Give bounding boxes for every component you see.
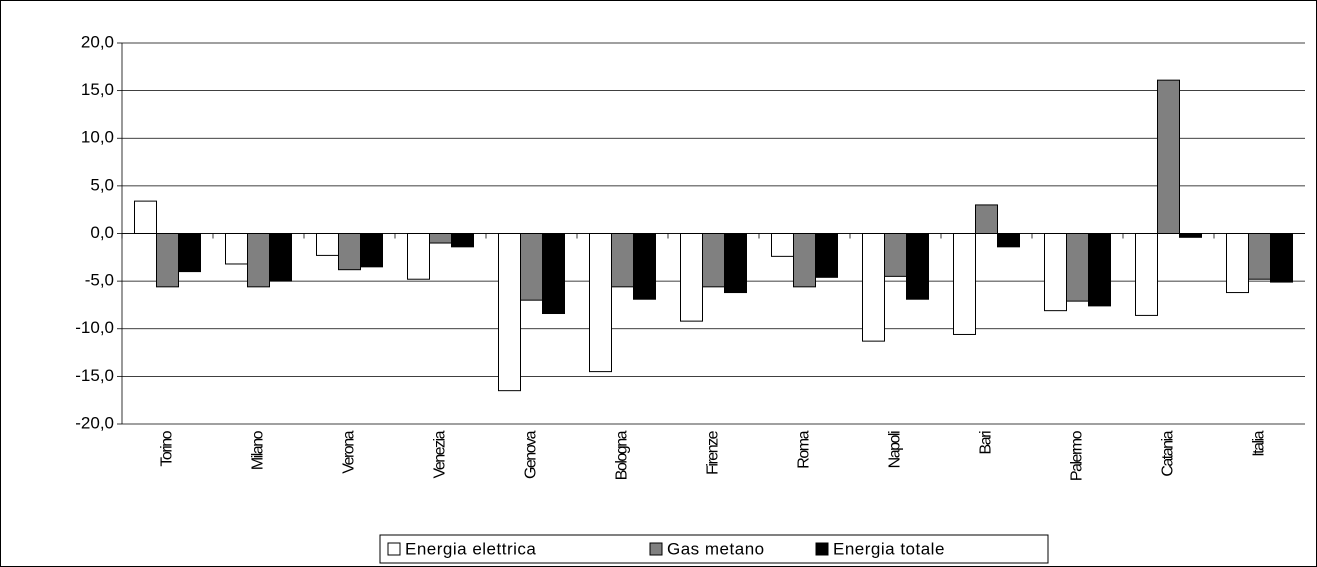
legend-swatch bbox=[649, 542, 663, 556]
bar bbox=[407, 233, 430, 280]
x-tick-label: Roma bbox=[796, 430, 813, 468]
bar bbox=[269, 233, 292, 282]
x-tick-label: Bari bbox=[978, 431, 995, 454]
x-tick-label: Firenze bbox=[705, 430, 722, 474]
bar bbox=[225, 233, 248, 265]
legend-label: Energia elettrica bbox=[405, 539, 536, 558]
bar bbox=[589, 233, 612, 373]
bar bbox=[611, 233, 634, 288]
x-tick-label: Italia bbox=[1251, 430, 1268, 456]
bar bbox=[360, 233, 383, 268]
x-tick-label: Milano bbox=[250, 430, 267, 470]
x-tick-label: Napoli bbox=[887, 431, 904, 468]
bar bbox=[793, 233, 816, 288]
bar bbox=[1157, 79, 1180, 234]
bar bbox=[1226, 233, 1249, 294]
x-tick-label: Catania bbox=[1160, 430, 1177, 476]
x-tick-label: Bologna bbox=[614, 430, 631, 480]
bar bbox=[1270, 233, 1293, 283]
x-tick-label: Verona bbox=[341, 430, 358, 473]
bar bbox=[1044, 233, 1067, 312]
bar bbox=[156, 233, 179, 288]
bar bbox=[1179, 233, 1202, 238]
bar bbox=[1088, 233, 1111, 307]
y-tick-label: -10,0 bbox=[75, 318, 114, 337]
y-tick-label: 0,0 bbox=[90, 223, 114, 242]
bar bbox=[633, 233, 656, 300]
legend-swatch bbox=[815, 542, 829, 556]
y-tick-label: 15,0 bbox=[81, 80, 114, 99]
legend-label: Energia totale bbox=[833, 539, 945, 558]
bar bbox=[1135, 233, 1158, 316]
legend-swatch bbox=[387, 542, 401, 556]
bar bbox=[680, 233, 703, 322]
bar bbox=[520, 233, 543, 301]
bar bbox=[975, 204, 998, 235]
y-tick-label: -15,0 bbox=[75, 366, 114, 385]
y-tick-label: -20,0 bbox=[75, 413, 114, 432]
bar bbox=[997, 233, 1020, 248]
y-tick-label: 10,0 bbox=[81, 128, 114, 147]
x-tick-label: Palermo bbox=[1069, 430, 1086, 481]
y-tick-label: 20,0 bbox=[81, 32, 114, 51]
bar bbox=[884, 233, 907, 277]
bar bbox=[862, 233, 885, 342]
bar bbox=[771, 233, 794, 257]
bar bbox=[724, 233, 747, 294]
bar bbox=[451, 233, 474, 248]
bar bbox=[815, 233, 838, 278]
bar bbox=[316, 233, 339, 256]
y-tick-label: -5,0 bbox=[85, 271, 114, 290]
bar bbox=[953, 233, 976, 335]
legend-label: Gas metano bbox=[667, 539, 765, 558]
x-tick-label: Genova bbox=[523, 430, 540, 479]
x-tick-label: Torino bbox=[159, 430, 176, 466]
bar bbox=[702, 233, 725, 288]
legend-box bbox=[379, 534, 1049, 564]
bar bbox=[542, 233, 565, 315]
bar bbox=[1248, 233, 1271, 280]
bar bbox=[134, 200, 157, 235]
bar bbox=[906, 233, 929, 300]
bar bbox=[178, 233, 201, 273]
bar bbox=[1066, 233, 1089, 302]
x-tick-label: Venezia bbox=[432, 430, 449, 478]
bar bbox=[498, 233, 521, 392]
y-tick-label: 5,0 bbox=[90, 175, 114, 194]
bar bbox=[429, 233, 452, 244]
bar bbox=[247, 233, 270, 288]
bar bbox=[338, 233, 361, 271]
